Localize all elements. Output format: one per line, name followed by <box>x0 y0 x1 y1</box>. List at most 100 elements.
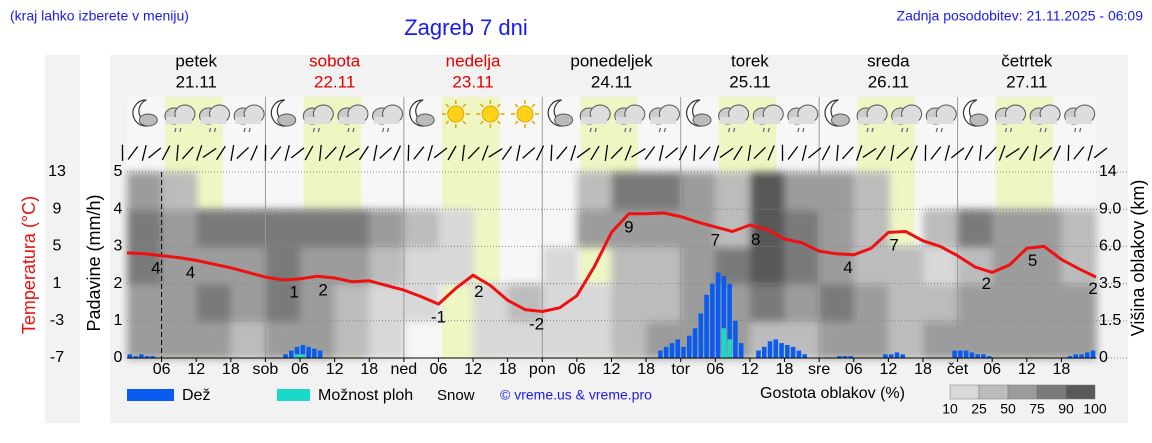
note: (kraj lahko izberete v meniju) <box>10 8 189 24</box>
cloud-cell <box>369 320 405 359</box>
temp-tick-label: -7 <box>50 349 64 366</box>
precip-bar <box>727 339 732 358</box>
cloud-cell <box>749 246 786 285</box>
y-tick-label: 2 <box>114 275 123 292</box>
cloud-cell <box>853 209 890 248</box>
day-date: 25.11 <box>729 72 770 91</box>
wind-barb <box>624 145 632 161</box>
precip-bar <box>1073 354 1078 358</box>
precip-bar <box>900 354 905 358</box>
wind-barb <box>610 146 623 160</box>
precip-bar <box>963 350 969 358</box>
cloud-cell <box>576 320 613 359</box>
cloud-cell <box>922 283 959 322</box>
x-tick-label: 18 <box>360 361 378 378</box>
cloud-cell <box>992 209 1028 248</box>
x-tick-label: čet <box>947 361 969 378</box>
precip-bar <box>848 356 854 358</box>
cloud-legend-swatch <box>949 384 980 400</box>
cloud-legend-label: 75 <box>1029 401 1045 417</box>
wind-barb <box>379 147 393 159</box>
precip-bar <box>289 350 294 358</box>
sun-ray <box>462 103 467 108</box>
cloud-legend-swatch <box>1036 384 1067 400</box>
temp-label: 8 <box>751 230 760 249</box>
wind-barb <box>181 146 194 160</box>
precip-bar <box>796 350 802 358</box>
cloud-cell <box>888 283 924 322</box>
cloud-cell <box>680 246 717 285</box>
cloud <box>200 117 227 124</box>
precip-bar <box>721 276 727 358</box>
drops <box>624 127 632 133</box>
cloud-legend-swatch <box>978 384 1009 400</box>
cloud-cell <box>230 283 267 322</box>
y2-tick-label: 14 <box>1099 163 1117 180</box>
x-tick-label: 06 <box>845 361 863 378</box>
wind-barb <box>413 146 425 160</box>
cloud-cell <box>161 283 198 322</box>
wind-barb <box>121 144 124 161</box>
temp-label: 4 <box>843 258 852 277</box>
wind-barb <box>747 144 752 162</box>
cloud-cell <box>127 209 163 248</box>
chart-title: Zagreb 7 dni <box>404 15 528 40</box>
wind-barb <box>950 147 965 159</box>
precip-bar <box>283 354 288 358</box>
temp-label: 4 <box>186 263 195 282</box>
precip-bar <box>779 343 784 358</box>
wind-barb <box>644 146 656 160</box>
precip-bar <box>981 354 986 358</box>
wind-barb <box>665 147 679 159</box>
wind-barb <box>236 146 250 159</box>
cloud <box>235 117 262 124</box>
wind-barb <box>658 144 664 161</box>
temp-label: 4 <box>151 259 160 278</box>
cloud-cell <box>749 172 786 211</box>
drops <box>866 127 874 133</box>
wind-barb <box>781 144 784 161</box>
cloud-cell <box>957 283 994 322</box>
cloud-cell <box>611 172 648 211</box>
cloud-cell <box>1026 320 1063 359</box>
cloud-cell <box>680 209 717 248</box>
sun <box>447 105 465 123</box>
day-date: 27.11 <box>1006 72 1047 91</box>
cloud-cell <box>853 172 890 211</box>
wind-barb <box>522 147 536 159</box>
precip-bar <box>1079 354 1084 358</box>
drops <box>658 127 667 133</box>
wind-barb <box>318 144 322 162</box>
cloud-cell <box>196 320 232 359</box>
precip-bar <box>127 354 133 358</box>
temp-axis-label: Temperatura (°C) <box>19 196 39 334</box>
wind-barb <box>176 144 179 161</box>
wind-barb <box>270 146 282 160</box>
cloud-cell <box>646 283 682 322</box>
cloud-cell <box>161 246 198 285</box>
cloud-cell <box>127 320 163 359</box>
wind-barb <box>284 145 290 161</box>
cloud-cell <box>646 246 682 285</box>
sun-ray <box>531 103 536 108</box>
wind-barb <box>481 145 489 161</box>
wind-barb <box>590 145 600 161</box>
cloud-cell <box>127 283 163 322</box>
temp-label: 2 <box>474 282 483 301</box>
cloud-cell <box>819 209 855 248</box>
cloud-cell <box>403 209 440 248</box>
day-date: 22.11 <box>314 72 355 91</box>
drops <box>727 127 736 133</box>
precip-bar <box>883 354 888 358</box>
cloud-legend-label: 90 <box>1058 401 1074 417</box>
wind-barb <box>550 144 553 161</box>
cloud-cell <box>334 209 371 248</box>
cloud <box>788 117 815 124</box>
wind-barb <box>807 147 822 159</box>
x-tick-label: 12 <box>741 361 759 378</box>
precip-bar <box>986 356 992 358</box>
y-tick-label: 1 <box>114 312 123 329</box>
precip-bar <box>144 356 150 358</box>
precip-bar <box>958 350 963 358</box>
